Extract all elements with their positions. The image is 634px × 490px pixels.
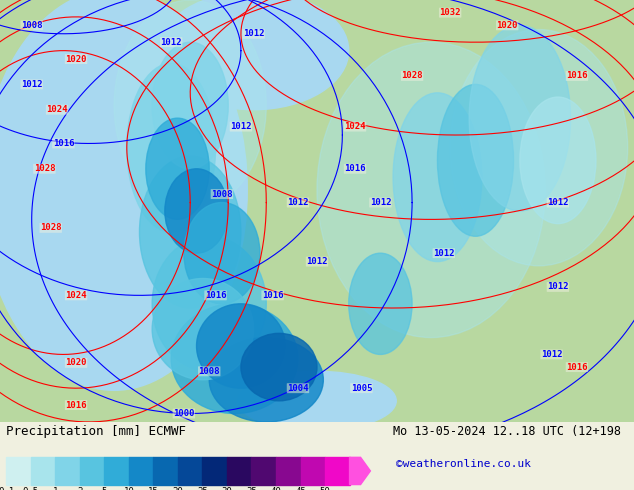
Text: 20: 20 <box>172 487 183 490</box>
Bar <box>105 457 129 485</box>
Text: 15: 15 <box>148 487 158 490</box>
Ellipse shape <box>127 63 216 232</box>
Text: 1016: 1016 <box>53 139 74 148</box>
Text: 1012: 1012 <box>287 198 309 207</box>
Ellipse shape <box>209 338 323 422</box>
Text: 1016: 1016 <box>566 72 588 80</box>
Text: 1016: 1016 <box>566 363 588 371</box>
Text: Precipitation [mm] ECMWF: Precipitation [mm] ECMWF <box>6 425 186 439</box>
Ellipse shape <box>437 84 514 236</box>
Text: 1020: 1020 <box>65 358 87 368</box>
Text: 1016: 1016 <box>65 400 87 410</box>
Text: 1012: 1012 <box>547 198 569 207</box>
Text: 1012: 1012 <box>433 248 455 258</box>
FancyArrow shape <box>349 457 370 485</box>
Text: 35: 35 <box>246 487 257 490</box>
Text: 1028: 1028 <box>34 164 55 173</box>
Ellipse shape <box>152 278 254 380</box>
Ellipse shape <box>114 0 266 211</box>
Bar <box>227 457 252 485</box>
Ellipse shape <box>152 42 228 169</box>
Bar <box>325 457 349 485</box>
Text: Mo 13-05-2024 12..18 UTC (12+198: Mo 13-05-2024 12..18 UTC (12+198 <box>393 425 621 439</box>
Bar <box>178 457 202 485</box>
Ellipse shape <box>197 304 285 388</box>
Ellipse shape <box>450 29 628 266</box>
Text: 1016: 1016 <box>262 291 283 300</box>
Bar <box>129 457 153 485</box>
Text: ©weatheronline.co.uk: ©weatheronline.co.uk <box>396 460 531 469</box>
Ellipse shape <box>238 371 396 430</box>
Text: 1020: 1020 <box>65 54 87 64</box>
Bar <box>31 457 55 485</box>
Text: 10: 10 <box>124 487 134 490</box>
Text: 1028: 1028 <box>40 223 61 232</box>
Bar <box>6 457 31 485</box>
Text: 1020: 1020 <box>496 21 518 30</box>
Ellipse shape <box>0 0 247 391</box>
Text: 0.5: 0.5 <box>23 487 39 490</box>
Ellipse shape <box>165 169 228 253</box>
Ellipse shape <box>139 156 241 308</box>
Text: 1024: 1024 <box>65 291 87 300</box>
Ellipse shape <box>184 202 260 304</box>
Text: 5: 5 <box>101 487 107 490</box>
Text: 1008: 1008 <box>198 367 220 376</box>
Text: 1012: 1012 <box>230 122 252 131</box>
Text: 1028: 1028 <box>401 72 423 80</box>
Text: 1024: 1024 <box>344 122 366 131</box>
Text: 1012: 1012 <box>21 80 42 89</box>
Text: 1005: 1005 <box>351 384 372 392</box>
Text: 1012: 1012 <box>370 198 391 207</box>
Text: 1004: 1004 <box>287 384 309 392</box>
Ellipse shape <box>152 236 266 371</box>
Text: 1016: 1016 <box>344 164 366 173</box>
Bar <box>276 457 301 485</box>
Ellipse shape <box>469 25 571 211</box>
Text: 1032: 1032 <box>439 8 461 17</box>
Bar <box>153 457 178 485</box>
Text: 45: 45 <box>295 487 306 490</box>
Ellipse shape <box>520 97 596 223</box>
Bar <box>202 457 227 485</box>
Text: 1012: 1012 <box>306 257 328 266</box>
Text: 1008: 1008 <box>21 21 42 30</box>
Text: 1016: 1016 <box>205 291 226 300</box>
Text: 1012: 1012 <box>243 29 264 38</box>
Ellipse shape <box>349 253 412 354</box>
Bar <box>55 457 80 485</box>
Text: 50: 50 <box>320 487 330 490</box>
Ellipse shape <box>241 333 317 401</box>
Text: 1000: 1000 <box>173 409 195 418</box>
Text: 1012: 1012 <box>547 282 569 292</box>
Ellipse shape <box>158 0 349 110</box>
Bar <box>252 457 276 485</box>
Text: 40: 40 <box>271 487 281 490</box>
Text: 0.1: 0.1 <box>0 487 15 490</box>
Text: 1: 1 <box>53 487 58 490</box>
Bar <box>301 457 325 485</box>
Ellipse shape <box>317 42 545 338</box>
Bar <box>80 457 105 485</box>
Text: 2: 2 <box>77 487 82 490</box>
Ellipse shape <box>393 93 482 262</box>
Text: 1008: 1008 <box>211 190 233 198</box>
Text: 1012: 1012 <box>541 350 562 359</box>
Ellipse shape <box>146 118 209 220</box>
Ellipse shape <box>171 304 298 414</box>
Text: 1024: 1024 <box>46 105 68 114</box>
Text: 25: 25 <box>197 487 208 490</box>
Text: 30: 30 <box>222 487 232 490</box>
Text: 1012: 1012 <box>160 38 182 47</box>
